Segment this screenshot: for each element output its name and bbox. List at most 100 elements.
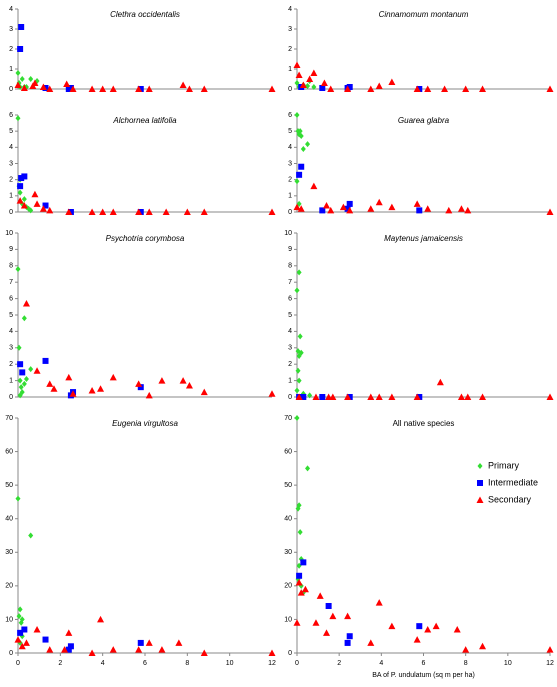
- point: [31, 79, 39, 86]
- point: [346, 84, 353, 90]
- y-tick-label: 0: [9, 394, 13, 401]
- point: [441, 85, 449, 92]
- point: [445, 206, 453, 214]
- point: [268, 208, 276, 215]
- point: [109, 646, 117, 653]
- point: [200, 649, 208, 656]
- y-tick-label: 0: [288, 209, 292, 216]
- y-tick-label: 4: [288, 6, 292, 13]
- y-tick-label: 60: [5, 448, 13, 455]
- y-tick-label: 2: [288, 177, 292, 184]
- point: [109, 85, 117, 92]
- point: [306, 75, 314, 82]
- panel-title: All native species: [393, 419, 455, 428]
- point: [413, 393, 421, 400]
- point: [42, 636, 49, 643]
- legend-swatch: [477, 463, 483, 469]
- point: [33, 626, 41, 633]
- point: [17, 392, 23, 399]
- point: [416, 623, 423, 630]
- point: [46, 85, 54, 92]
- point: [344, 612, 352, 620]
- point: [16, 344, 22, 351]
- point: [46, 206, 54, 214]
- point: [344, 639, 351, 646]
- y-tick-label: 1: [9, 66, 13, 73]
- point: [297, 333, 303, 340]
- x-tick-label: 12: [268, 660, 276, 667]
- point: [344, 205, 351, 212]
- point: [185, 382, 193, 389]
- y-tick-label: 3: [9, 345, 13, 352]
- y-tick-label: 2: [9, 46, 13, 53]
- point: [316, 592, 324, 599]
- y-tick-label: 30: [284, 549, 292, 556]
- point: [297, 589, 305, 596]
- y-tick-label: 2: [9, 177, 13, 184]
- point: [298, 349, 304, 356]
- panel-title: Alchornea latifolia: [112, 116, 177, 125]
- panel-title: Eugenia virgultosa: [112, 419, 178, 428]
- y-tick-label: 8: [288, 263, 292, 270]
- point: [312, 619, 320, 626]
- point: [300, 145, 306, 152]
- point: [457, 205, 465, 212]
- point: [65, 208, 73, 215]
- point: [99, 85, 107, 92]
- point: [67, 643, 74, 650]
- point: [367, 639, 375, 646]
- point: [424, 626, 432, 633]
- point: [97, 615, 105, 623]
- y-tick-label: 4: [288, 328, 292, 335]
- point: [319, 85, 326, 91]
- point: [323, 629, 331, 636]
- x-tick-label: 10: [504, 660, 512, 667]
- point: [346, 200, 353, 207]
- point: [413, 636, 421, 643]
- y-tick-label: 70: [284, 415, 292, 422]
- point: [135, 85, 143, 92]
- point: [65, 646, 72, 653]
- point: [135, 380, 143, 387]
- point: [42, 202, 49, 209]
- point: [18, 384, 24, 391]
- x-tick-label: 6: [143, 660, 147, 667]
- point: [462, 646, 470, 653]
- point: [268, 390, 276, 397]
- point: [67, 85, 74, 91]
- point: [18, 175, 25, 182]
- point: [21, 380, 27, 387]
- point: [17, 189, 23, 196]
- point: [179, 81, 187, 88]
- point: [300, 394, 307, 400]
- point: [33, 367, 41, 374]
- y-tick-label: 6: [9, 112, 13, 119]
- point: [65, 629, 73, 636]
- point: [46, 380, 54, 387]
- point: [50, 385, 58, 392]
- point: [339, 203, 347, 211]
- point: [296, 269, 302, 276]
- panel-title: Guarea glabra: [398, 116, 450, 125]
- x-tick-label: 2: [58, 660, 62, 667]
- legend-label: Intermediate: [488, 477, 538, 487]
- point: [137, 639, 144, 646]
- point: [325, 603, 332, 609]
- y-tick-label: 5: [9, 312, 13, 319]
- point: [97, 385, 105, 392]
- point: [346, 394, 353, 400]
- y-tick-label: 0: [9, 86, 13, 93]
- y-tick-label: 0: [9, 650, 13, 657]
- y-tick-label: 7: [9, 279, 13, 286]
- point: [18, 24, 25, 30]
- point: [310, 182, 318, 190]
- x-tick-label: 10: [226, 660, 234, 667]
- point: [388, 203, 396, 211]
- y-tick-label: 4: [9, 144, 13, 151]
- point: [158, 377, 166, 384]
- y-tick-label: 1: [288, 66, 292, 73]
- point: [31, 190, 39, 198]
- point: [416, 207, 423, 214]
- point: [185, 85, 193, 92]
- point: [20, 84, 28, 91]
